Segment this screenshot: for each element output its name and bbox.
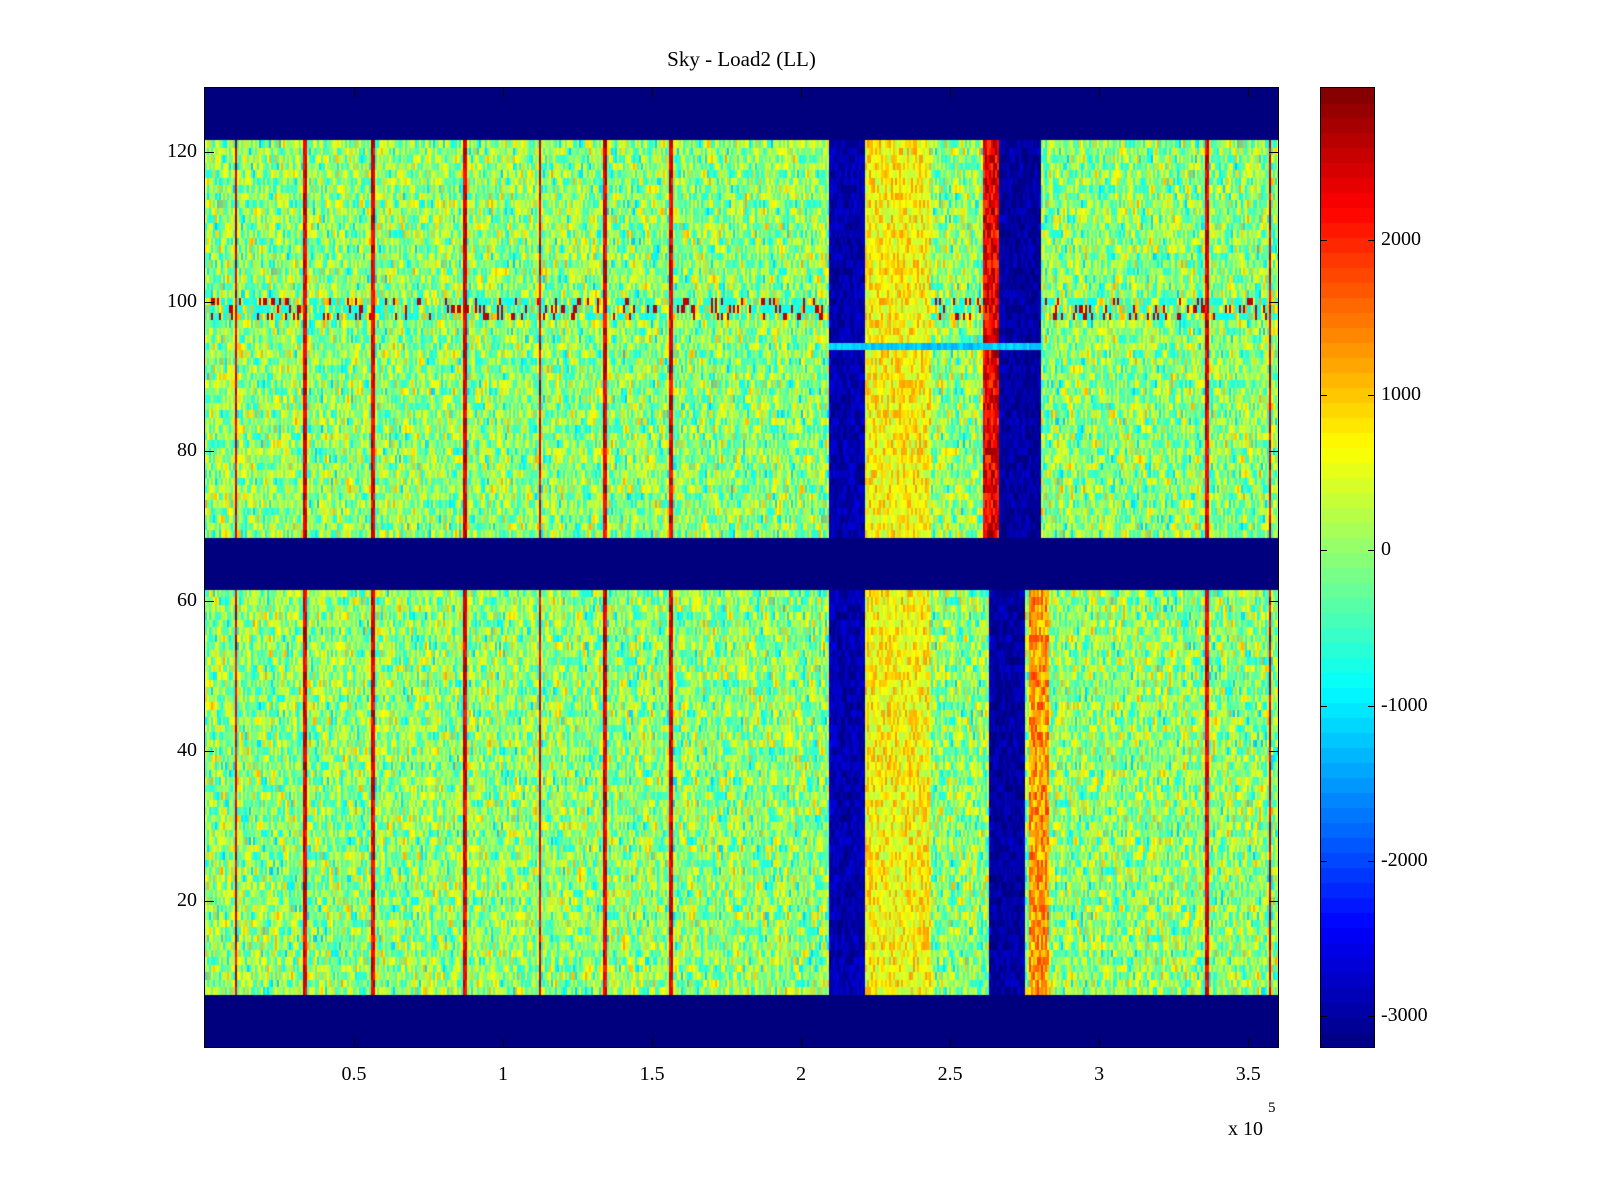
colorbar-tick-mark-right: [1368, 1015, 1374, 1017]
chart-title: Sky - Load2 (LL): [667, 47, 816, 71]
colorbar-tick-mark: [1321, 860, 1327, 862]
heatmap-plot-area: [205, 88, 1278, 1047]
colorbar: [1321, 88, 1374, 1047]
x-tick-label: 2: [796, 1063, 807, 1085]
colorbar-tick-mark-right: [1368, 395, 1374, 397]
y-tick-label: 80: [177, 439, 197, 462]
colorbar-tick-mark: [1321, 395, 1327, 397]
y-tick-mark: [205, 900, 214, 902]
x-tick-label: 3: [1094, 1063, 1105, 1085]
x-multiplier-exponent: 5: [1268, 1100, 1276, 1116]
colorbar-tick-mark-right: [1368, 550, 1374, 552]
y-tick-mark: [205, 751, 214, 753]
y-tick-mark: [205, 151, 214, 153]
y-tick-mark-right: [1269, 751, 1278, 753]
colorbar-tick-label: 2000: [1381, 228, 1421, 251]
colorbar-tick-label: -3000: [1381, 1003, 1428, 1026]
y-tick-label: 100: [167, 289, 197, 312]
x-tick-label: 0.5: [341, 1063, 367, 1085]
x-tick-mark: [503, 1038, 505, 1047]
y-tick-label: 40: [177, 739, 197, 762]
x-tick-mark-top: [801, 88, 803, 97]
y-tick-label: 20: [177, 888, 197, 911]
x-tick-label: 3.5: [1235, 1063, 1261, 1085]
x-tick-mark: [652, 1038, 654, 1047]
x-tick-mark-top: [1099, 88, 1101, 97]
colorbar-tick-label: 1000: [1381, 383, 1421, 406]
colorbar-tick-mark-right: [1368, 240, 1374, 242]
colorbar-tick-mark: [1321, 550, 1327, 552]
x-tick-mark: [801, 1038, 803, 1047]
y-tick-mark-right: [1269, 151, 1278, 153]
x-tick-mark-top: [652, 88, 654, 97]
x-tick-mark: [1099, 1038, 1101, 1047]
colorbar-tick-mark-right: [1368, 860, 1374, 862]
x-tick-mark: [354, 1038, 356, 1047]
colorbar-tick-label: -1000: [1381, 693, 1428, 716]
y-tick-mark-right: [1269, 601, 1278, 603]
colorbar-tick-mark: [1321, 240, 1327, 242]
x-tick-mark-top: [503, 88, 505, 97]
y-tick-mark: [205, 451, 214, 453]
colorbar-tick-label: 0: [1381, 538, 1391, 561]
colorbar-tick-mark-right: [1368, 705, 1374, 707]
x-tick-mark-top: [354, 88, 356, 97]
x-multiplier-label: x 10: [1228, 1118, 1263, 1140]
y-tick-mark-right: [1269, 301, 1278, 303]
x-tick-mark-top: [1248, 88, 1250, 97]
x-tick-label: 2.5: [937, 1063, 963, 1085]
y-tick-mark: [205, 601, 214, 603]
colorbar-tick-label: -2000: [1381, 848, 1428, 871]
colorbar-tick-mark: [1321, 1015, 1327, 1017]
y-tick-mark-right: [1269, 451, 1278, 453]
x-tick-mark: [950, 1038, 952, 1047]
x-tick-mark-top: [950, 88, 952, 97]
y-tick-label: 120: [167, 139, 197, 162]
x-tick-label: 1.5: [639, 1063, 665, 1085]
y-tick-mark: [205, 301, 214, 303]
colorbar-tick-mark: [1321, 705, 1327, 707]
x-tick-mark: [1248, 1038, 1250, 1047]
y-tick-label: 60: [177, 589, 197, 612]
y-tick-mark-right: [1269, 900, 1278, 902]
x-tick-label: 1: [498, 1063, 509, 1085]
